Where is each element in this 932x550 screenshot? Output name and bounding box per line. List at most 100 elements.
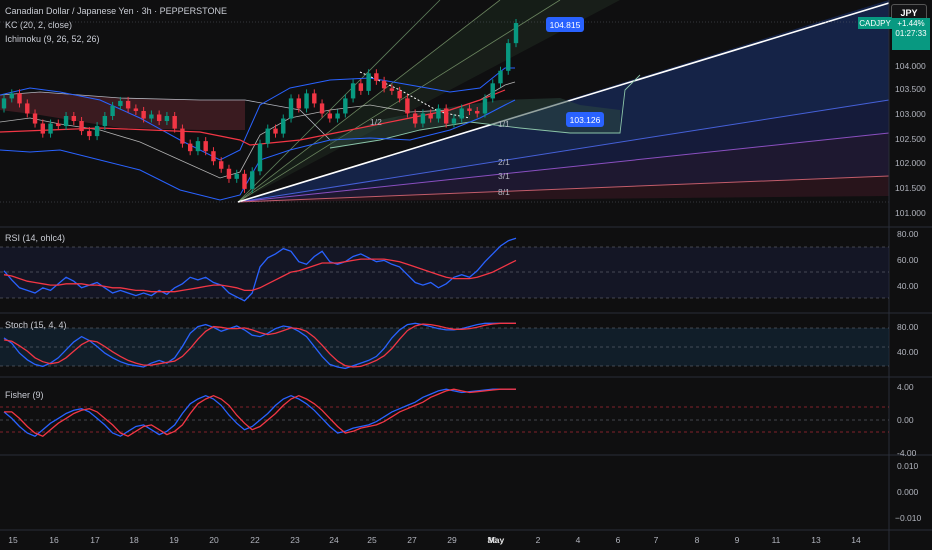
svg-text:20: 20 — [209, 535, 219, 545]
candle[interactable] — [242, 173, 247, 189]
candle[interactable] — [498, 70, 503, 84]
candle[interactable] — [156, 114, 162, 122]
candle[interactable] — [17, 93, 22, 104]
svg-text:102.500: 102.500 — [895, 134, 926, 144]
svg-text:27: 27 — [407, 535, 417, 545]
candle[interactable] — [125, 100, 131, 109]
candle[interactable] — [1, 98, 7, 109]
price-change-badge: +1.44% 01:27:33 — [892, 18, 930, 50]
candle[interactable] — [102, 116, 108, 127]
candle[interactable] — [110, 105, 115, 116]
candle[interactable] — [195, 141, 201, 152]
candle[interactable] — [87, 131, 92, 137]
candle[interactable] — [475, 110, 480, 114]
rsi-signal-line — [3, 258, 517, 293]
candle[interactable] — [443, 108, 449, 124]
candle[interactable] — [281, 118, 286, 134]
candle[interactable] — [63, 116, 69, 127]
candle[interactable] — [211, 151, 216, 162]
currency-button[interactable]: JPY — [891, 4, 927, 21]
candle[interactable] — [482, 98, 488, 114]
candle[interactable] — [48, 123, 53, 134]
candle[interactable] — [203, 141, 208, 152]
candle[interactable] — [350, 83, 356, 99]
candle[interactable] — [250, 171, 255, 189]
candle[interactable] — [141, 110, 146, 119]
fisher-pane[interactable]: Fisher (9) 4.00 0.00 -4.00 — [0, 382, 917, 458]
stoch-d-line — [3, 322, 516, 368]
candle[interactable] — [32, 113, 38, 124]
svg-text:104.000: 104.000 — [895, 61, 926, 71]
svg-text:29: 29 — [447, 535, 457, 545]
svg-text:22: 22 — [250, 535, 260, 545]
candle[interactable] — [358, 83, 364, 91]
candle[interactable] — [40, 123, 45, 134]
candle[interactable] — [381, 80, 387, 89]
legend-ichimoku[interactable]: Ichimoku (9, 26, 52, 26) — [5, 34, 100, 44]
candle[interactable] — [327, 113, 333, 119]
candlestick-series[interactable] — [1, 19, 519, 193]
fisher-trigger-line — [4, 388, 516, 437]
candle[interactable] — [304, 93, 309, 109]
candle[interactable] — [374, 73, 379, 81]
candle[interactable] — [312, 93, 317, 104]
svg-text:0.010: 0.010 — [897, 461, 919, 471]
candle[interactable] — [25, 103, 30, 114]
candle[interactable] — [172, 116, 177, 129]
rsi-pane[interactable]: RSI (14, ohlc4) 80.00 60.00 40.00 — [0, 229, 919, 302]
candle[interactable] — [296, 98, 301, 109]
stoch-pane[interactable]: Stoch (15, 4, 4) 80.00 40.00 — [0, 320, 919, 370]
svg-text:23: 23 — [290, 535, 300, 545]
candle[interactable] — [226, 168, 232, 179]
candle[interactable] — [513, 23, 519, 44]
candle[interactable] — [118, 100, 123, 106]
candle[interactable] — [133, 108, 139, 111]
candle[interactable] — [180, 128, 185, 144]
candle[interactable] — [149, 114, 154, 119]
svg-text:18: 18 — [129, 535, 139, 545]
candle[interactable] — [94, 126, 100, 137]
candle[interactable] — [451, 118, 457, 124]
time-axis[interactable]: 15 16 17 18 19 20 22 23 24 25 27 29 30 M… — [8, 535, 861, 545]
candle[interactable] — [257, 143, 263, 172]
candle[interactable] — [265, 128, 270, 144]
candle[interactable] — [9, 93, 14, 99]
candle[interactable] — [506, 43, 511, 71]
candle[interactable] — [420, 113, 426, 124]
legend-keltner[interactable]: KC (20, 2, close) — [5, 20, 72, 30]
last-price-label: 104.815 — [546, 17, 584, 32]
candle[interactable] — [71, 116, 77, 122]
candle[interactable] — [397, 90, 402, 99]
svg-text:7: 7 — [654, 535, 659, 545]
candle[interactable] — [219, 161, 224, 169]
fan-label-8-1: 8/1 — [498, 187, 510, 197]
empty-pane-axis: 0.010 0.000 −0.010 — [895, 461, 922, 523]
candle[interactable] — [405, 98, 410, 114]
candle[interactable] — [343, 98, 348, 114]
svg-text:4.00: 4.00 — [897, 382, 914, 392]
candle[interactable] — [187, 143, 193, 152]
candle[interactable] — [436, 108, 441, 119]
candle[interactable] — [428, 113, 433, 119]
candle[interactable] — [273, 128, 278, 134]
svg-text:6: 6 — [616, 535, 621, 545]
candle[interactable] — [288, 98, 294, 119]
candle[interactable] — [366, 73, 371, 91]
candle[interactable] — [467, 108, 472, 111]
candle[interactable] — [490, 83, 495, 99]
candle[interactable] — [56, 123, 61, 127]
fisher-title: Fisher (9) — [5, 390, 44, 400]
candle[interactable] — [164, 116, 170, 122]
candle[interactable] — [459, 108, 464, 119]
candle[interactable] — [335, 113, 340, 119]
candle[interactable] — [319, 103, 325, 114]
candle[interactable] — [389, 88, 395, 91]
candle[interactable] — [412, 113, 418, 124]
svg-text:0.00: 0.00 — [897, 415, 914, 425]
candle[interactable] — [234, 173, 239, 179]
chart-title: Canadian Dollar / Japanese Yen · 3h · PE… — [5, 6, 227, 16]
candle[interactable] — [79, 121, 84, 132]
svg-text:60.00: 60.00 — [897, 255, 919, 265]
price-axis[interactable]: 104.000 103.500 103.000 102.500 102.000 … — [895, 61, 926, 218]
